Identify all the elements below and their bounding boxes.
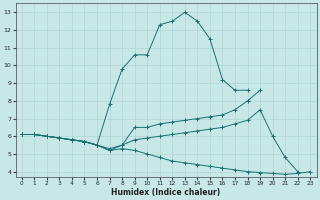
X-axis label: Humidex (Indice chaleur): Humidex (Indice chaleur)	[111, 188, 221, 197]
